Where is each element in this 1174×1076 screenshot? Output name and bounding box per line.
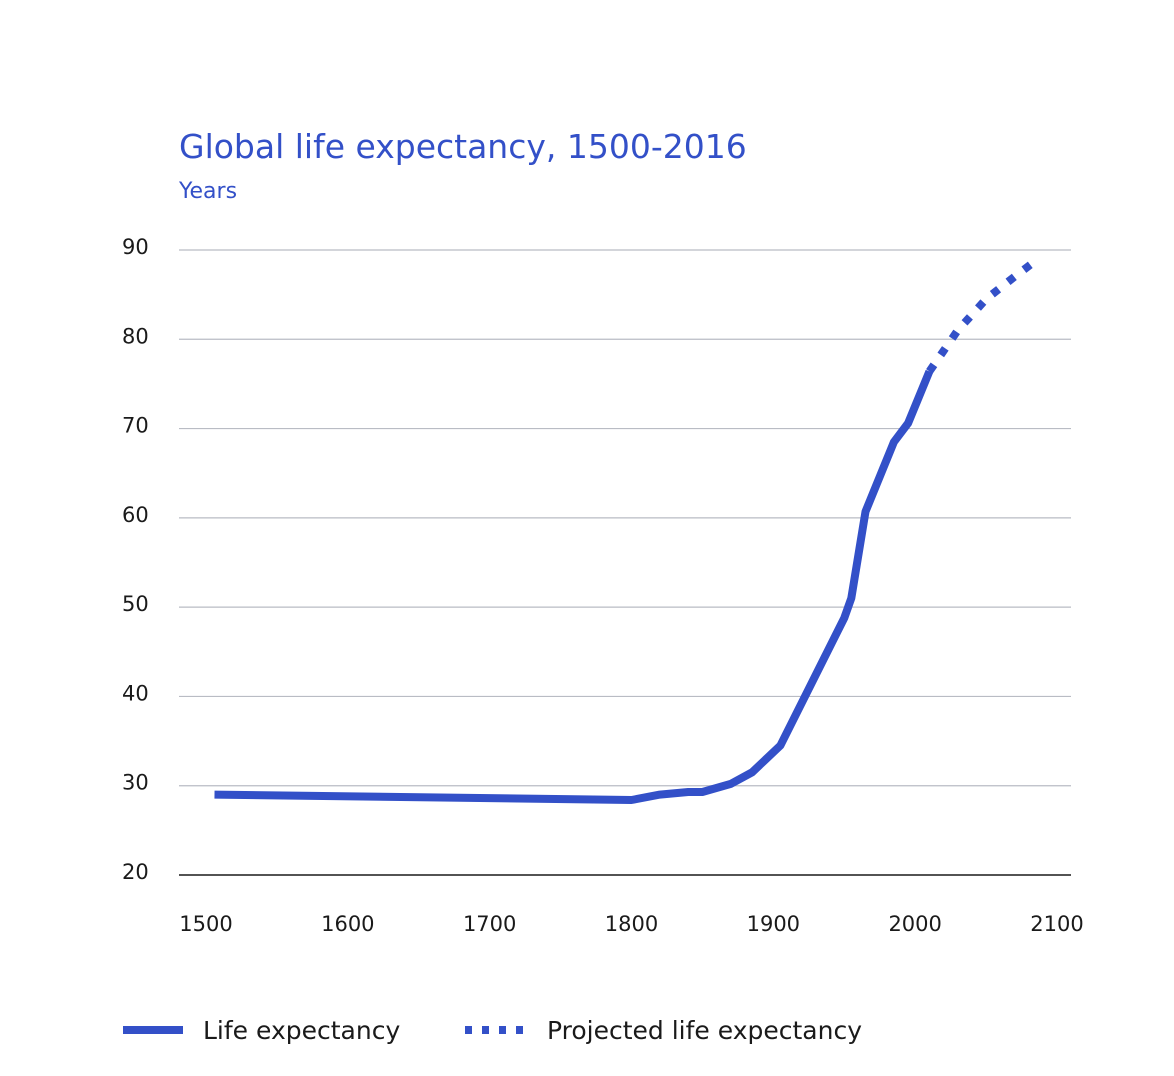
- y-tick-label: 90: [122, 235, 149, 259]
- chart-subtitle: Years: [178, 179, 237, 204]
- y-tick-label: 30: [122, 771, 149, 795]
- y-tick-label: 70: [122, 414, 149, 438]
- x-tick-label: 1500: [179, 912, 232, 936]
- y-tick-label: 60: [122, 503, 149, 527]
- y-tick-label: 50: [122, 592, 149, 616]
- life-expectancy-line: [214, 369, 934, 804]
- x-tick-label: 1800: [605, 912, 658, 936]
- legend-label-life-expectancy: Life expectancy: [203, 1016, 400, 1045]
- legend-label-projected-life-expectancy: Projected life expectancy: [547, 1016, 862, 1045]
- x-tick-label: 1900: [747, 912, 800, 936]
- legend: Life expectancy Projected life expectanc…: [123, 1016, 862, 1045]
- y-tick-label: 20: [122, 860, 149, 884]
- grid-layer: [179, 249, 1071, 876]
- tick-layer: 20 30 40 50 60 70 80 90 1500 1600 1700 1800 1900 2000…: [122, 235, 1084, 936]
- x-tick-label: 2100: [1030, 912, 1083, 936]
- projected-life-expectancy-line: [926, 257, 1039, 374]
- x-tick-label: 1600: [321, 912, 374, 936]
- x-tick-label: 1700: [463, 912, 516, 936]
- y-tick-label: 40: [122, 681, 149, 705]
- series-layer: [214, 257, 1039, 804]
- x-tick-label: 2000: [888, 912, 941, 936]
- y-tick-label: 80: [122, 324, 149, 348]
- chart-title: Global life expectancy, 1500-2016: [179, 127, 747, 166]
